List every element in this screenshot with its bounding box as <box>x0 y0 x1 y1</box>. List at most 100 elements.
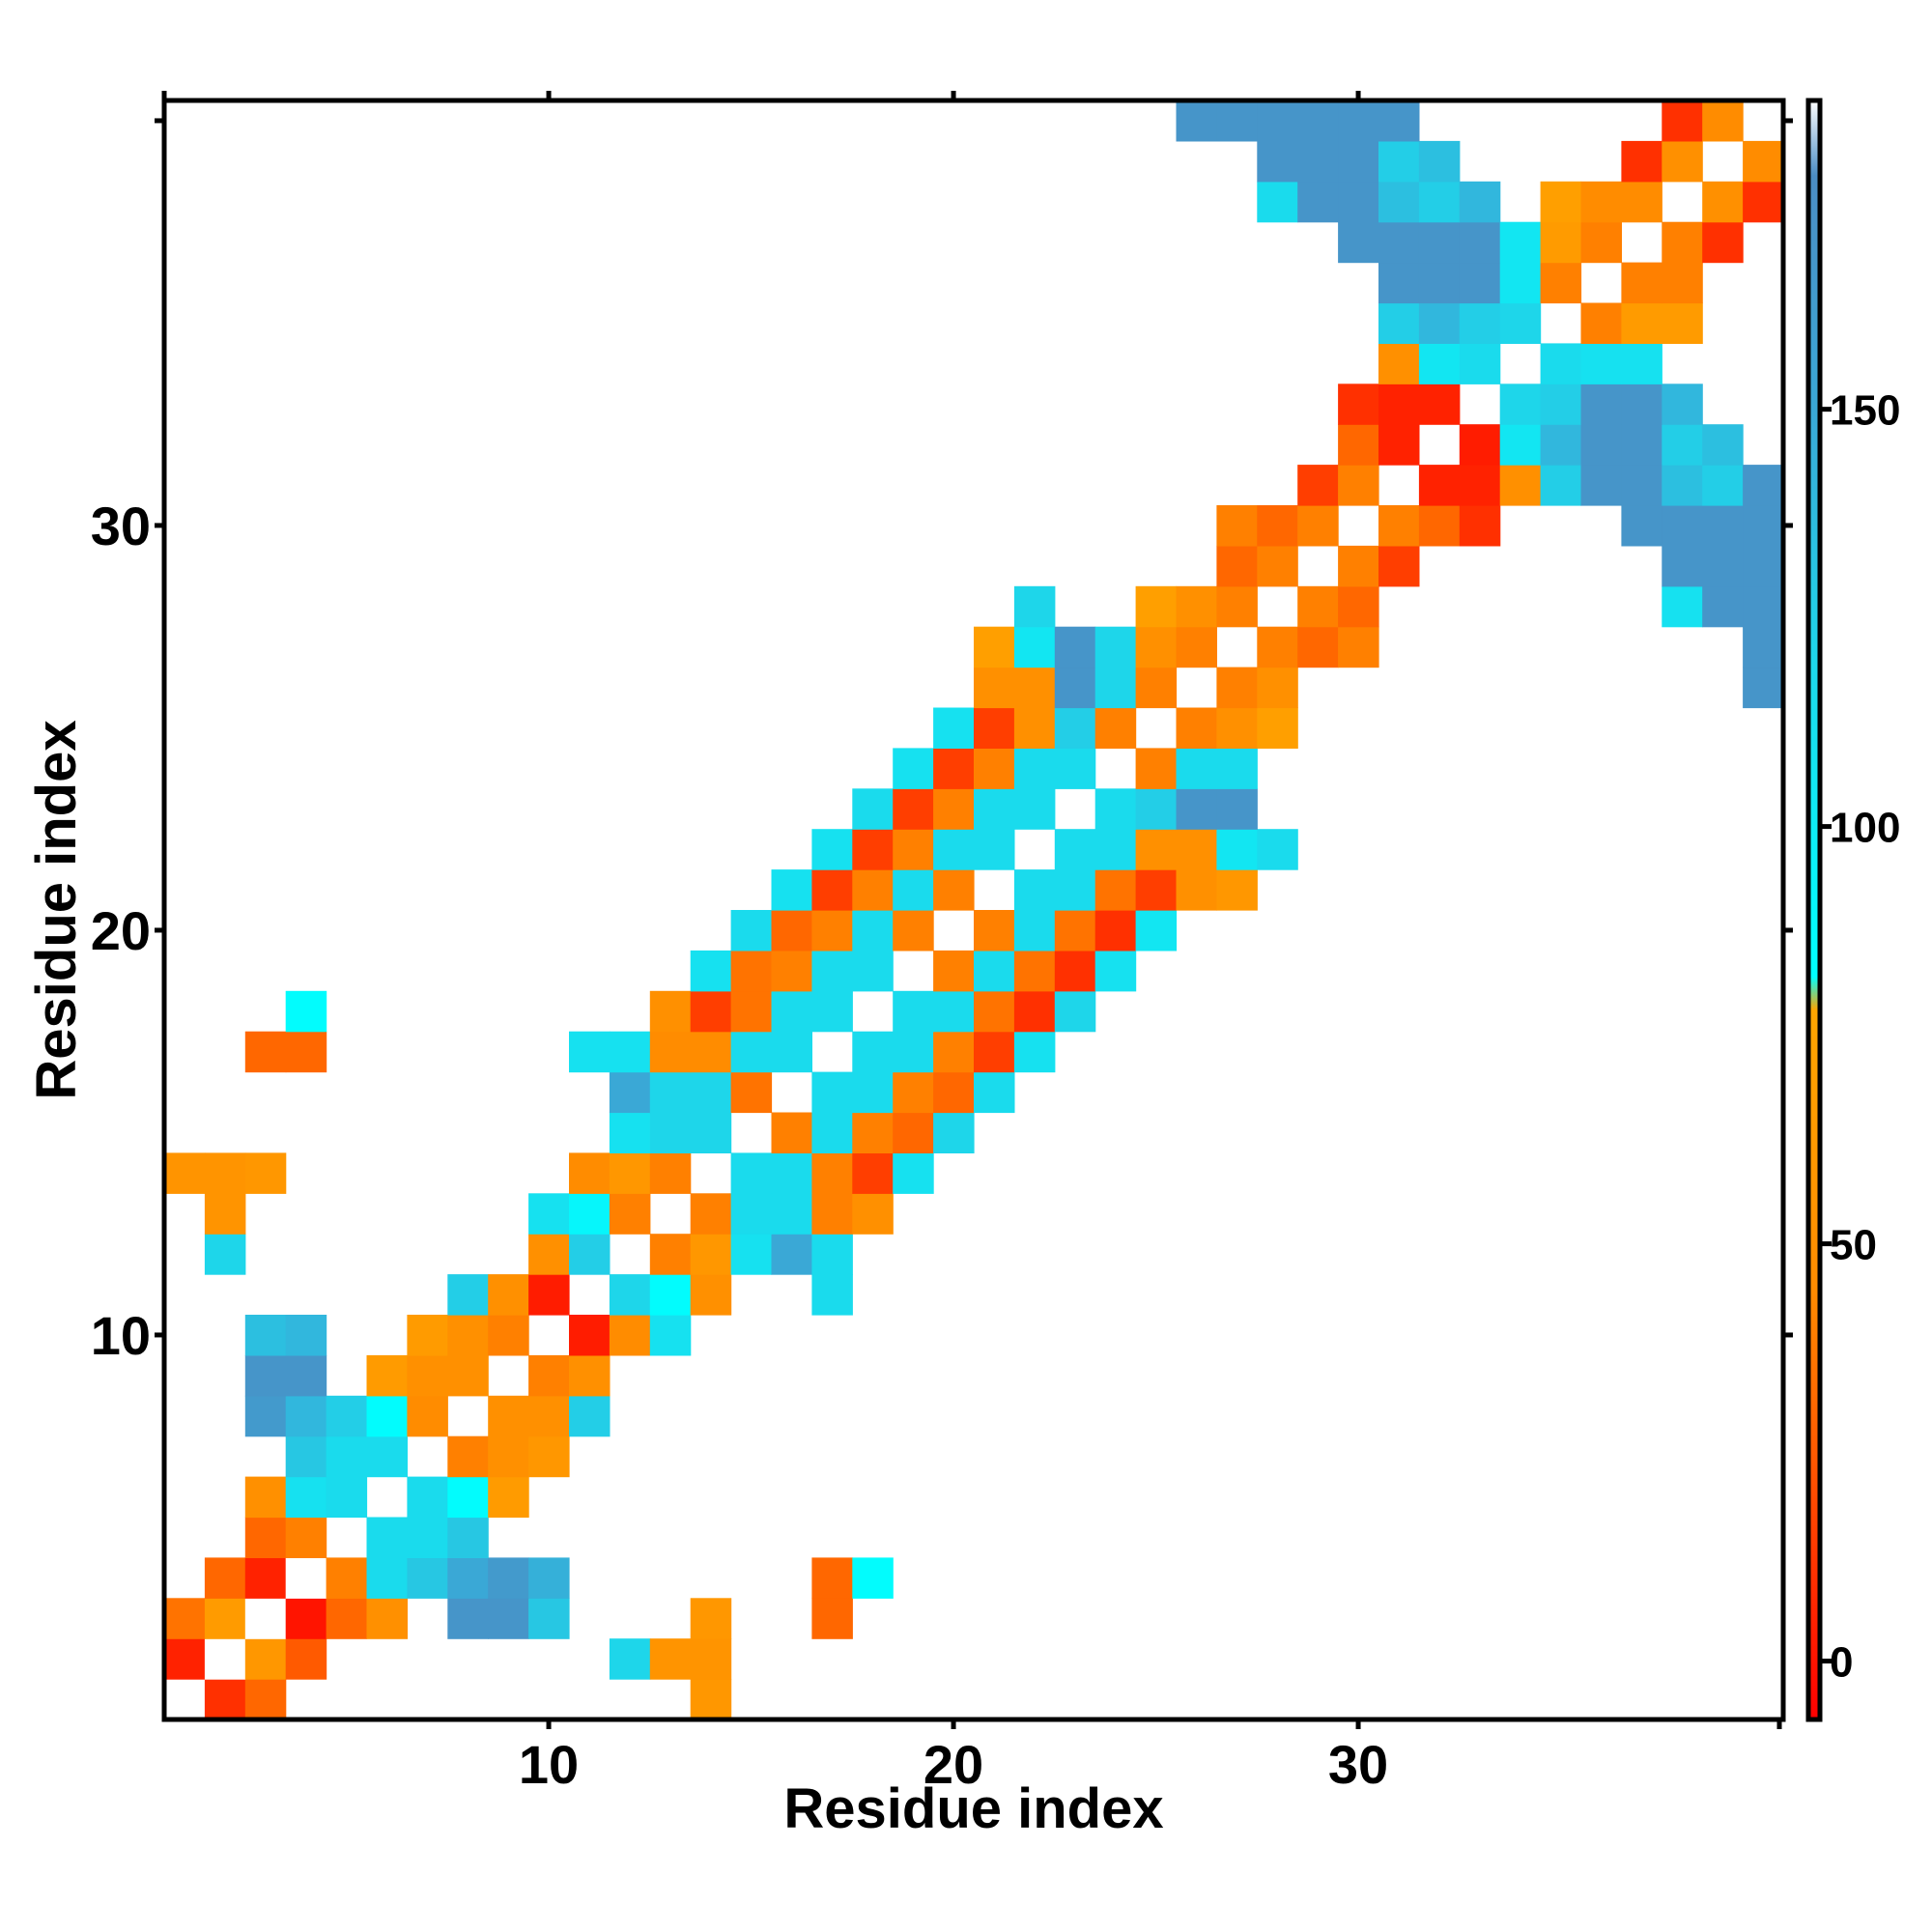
heatmap-cell <box>1459 465 1501 506</box>
heatmap-cell <box>1297 585 1339 628</box>
heatmap-cell <box>204 1638 246 1680</box>
heatmap-cell <box>1743 140 1784 183</box>
heatmap-cell <box>1257 100 1298 142</box>
heatmap-cell <box>1702 465 1744 506</box>
heatmap-cell <box>893 829 934 870</box>
heatmap-cell <box>407 1517 448 1558</box>
heatmap-cell <box>1176 748 1217 789</box>
heatmap-cell <box>771 1234 812 1275</box>
heatmap-cell <box>852 1112 894 1153</box>
heatmap-cell <box>1257 707 1298 749</box>
heatmap-cell <box>1662 545 1703 587</box>
heatmap-cell <box>1540 181 1582 223</box>
heatmap-cell <box>1216 788 1258 830</box>
heatmap-cell <box>1013 667 1056 709</box>
heatmap-cell <box>1378 302 1420 344</box>
heatmap-cell <box>285 1598 327 1639</box>
heatmap-cell <box>569 1152 611 1194</box>
heatmap-cell <box>366 1395 408 1437</box>
heatmap-cell <box>649 1112 692 1153</box>
heatmap-cell <box>1499 465 1542 506</box>
heatmap-cell <box>204 1679 246 1720</box>
heatmap-cell <box>285 1638 327 1680</box>
x-tick-label: 20 <box>923 1734 983 1795</box>
heatmap-cell <box>974 748 1015 789</box>
heatmap-cell <box>609 1274 651 1316</box>
heatmap-cell <box>1459 181 1501 223</box>
heatmap-cell <box>1418 505 1461 547</box>
heatmap-cell <box>852 869 894 911</box>
heatmap-cell <box>1297 140 1339 183</box>
heatmap-cell <box>447 1517 489 1558</box>
heatmap-cell <box>1094 667 1137 709</box>
heatmap-cell <box>690 1112 732 1153</box>
heatmap-cell <box>488 1395 529 1437</box>
heatmap-cell <box>1135 667 1178 709</box>
heatmap-cell <box>528 1598 570 1639</box>
heatmap-cell <box>244 1679 287 1720</box>
heatmap-cell <box>933 748 975 789</box>
heatmap-cell <box>852 788 894 830</box>
heatmap-cell <box>488 1315 529 1356</box>
heatmap-cell <box>730 1031 773 1073</box>
heatmap-cell <box>811 1598 853 1639</box>
heatmap-cell <box>1216 585 1258 628</box>
heatmap-cell <box>1013 950 1056 992</box>
heatmap-cell <box>852 1193 894 1235</box>
heatmap-cell <box>690 1031 732 1073</box>
heatmap-cell <box>528 1234 570 1275</box>
heatmap-cell <box>488 1557 529 1599</box>
heatmap-cell <box>488 1598 529 1639</box>
heatmap-cell <box>730 1193 773 1235</box>
heatmap-cell <box>285 990 327 1033</box>
heatmap-cell <box>974 1031 1015 1073</box>
heatmap-cell <box>1702 100 1744 142</box>
heatmap-cell <box>1580 221 1622 264</box>
heatmap-cell <box>285 1395 327 1437</box>
heatmap-cell <box>974 950 1015 992</box>
heatmap-cell <box>609 1152 651 1194</box>
y-tick-label: 30 <box>91 496 151 556</box>
heatmap-cell <box>649 1071 692 1114</box>
y-axis-title: Residue index <box>25 720 88 1099</box>
heatmap-cell <box>933 707 975 749</box>
heatmap-cell <box>730 1071 773 1114</box>
heatmap-cell <box>569 1395 611 1437</box>
heatmap-cell <box>1297 100 1339 142</box>
heatmap-cell <box>609 1071 651 1114</box>
heatmap-cell <box>1621 465 1662 506</box>
heatmap-cell <box>1459 505 1501 547</box>
heatmap-cell <box>1499 384 1542 425</box>
heatmap-cell <box>893 990 934 1033</box>
heatmap-cell <box>730 1152 773 1194</box>
heatmap-cell <box>1297 626 1339 668</box>
heatmap-cell <box>1702 221 1744 264</box>
heatmap-cell <box>1054 910 1096 952</box>
heatmap-cell <box>1580 343 1622 384</box>
heatmap-cell <box>609 1031 651 1073</box>
heatmap-cell <box>447 1274 489 1316</box>
heatmap-cell <box>1378 505 1420 547</box>
heatmap-cell <box>1013 910 1056 952</box>
heatmap-cell <box>1580 384 1622 425</box>
heatmap-cell <box>244 1476 287 1519</box>
heatmap-cell <box>244 1354 287 1397</box>
colorbar-tick-label: 0 <box>1830 1639 1853 1687</box>
heatmap-cell <box>528 1395 570 1437</box>
heatmap-cell <box>609 1315 651 1356</box>
heatmap-cell <box>326 1476 368 1519</box>
heatmap-cell <box>366 1435 408 1478</box>
heatmap-cell <box>1338 181 1379 223</box>
heatmap-cell <box>528 1354 570 1397</box>
heatmap-cell <box>1459 302 1501 344</box>
heatmap-cell <box>1743 585 1784 628</box>
colorbar-tick-label: 50 <box>1830 1222 1877 1269</box>
heatmap-cell <box>690 1638 732 1680</box>
heatmap-cell <box>528 1193 570 1235</box>
heatmap-cell <box>1054 667 1096 709</box>
heatmap-cell <box>1662 262 1703 304</box>
heatmap-cell <box>528 1274 570 1316</box>
axis-ticks: 10 20 30 10 20 30 <box>91 91 1793 1795</box>
heatmap-cell <box>447 1598 489 1639</box>
heatmap-cell <box>811 1234 853 1275</box>
